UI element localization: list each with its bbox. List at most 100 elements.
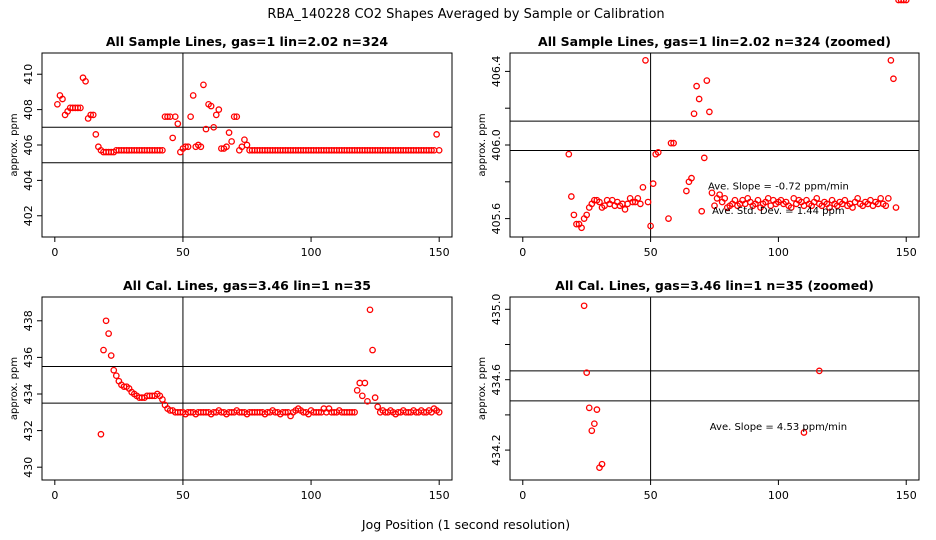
x-tick-label: 0 xyxy=(51,246,58,259)
x-tick-label: 50 xyxy=(176,489,190,502)
data-point xyxy=(716,191,723,199)
data-point xyxy=(565,150,573,158)
data-point xyxy=(210,123,218,131)
data-point xyxy=(665,215,672,222)
data-point xyxy=(100,346,107,354)
data-point xyxy=(667,139,675,147)
chart-panel-4: All Cal. Lines, gas=3.46 lin=1 n=35 (zoo… xyxy=(477,278,920,502)
y-tick-label: 434.6 xyxy=(490,364,503,396)
data-point xyxy=(580,302,588,310)
annotation-text: Ave. Slope = -0.72 ppm/min xyxy=(708,181,849,192)
y-tick-label: 410 xyxy=(22,64,35,85)
data-point xyxy=(693,82,700,90)
y-axis-label: approx. ppm xyxy=(477,357,488,420)
x-tick-label: 150 xyxy=(896,246,917,259)
x-tick-label: 0 xyxy=(519,246,526,259)
data-point xyxy=(243,141,251,149)
data-point xyxy=(683,187,690,195)
data-point xyxy=(184,143,192,151)
data-point xyxy=(826,204,833,211)
data-point xyxy=(74,104,82,112)
y-tick-label: 406.4 xyxy=(490,56,503,88)
y-tick-label: 406.0 xyxy=(490,129,503,161)
data-point xyxy=(435,146,443,154)
x-tick-label: 50 xyxy=(644,246,658,259)
data-point xyxy=(621,206,629,213)
y-tick-label: 438 xyxy=(22,310,35,331)
y-tick-label: 402 xyxy=(22,205,35,226)
figure-title: RBA_140228 CO2 Shapes Averaged by Sample… xyxy=(267,7,664,22)
data-point xyxy=(230,113,238,121)
x-tick-label: 100 xyxy=(301,489,322,502)
data-point xyxy=(731,196,739,204)
y-tick-label: 406 xyxy=(22,135,35,156)
data-point xyxy=(159,146,166,154)
data-point xyxy=(105,330,112,337)
data-point xyxy=(708,189,716,197)
data-point xyxy=(884,195,892,202)
data-point xyxy=(164,113,171,121)
data-point xyxy=(849,204,856,211)
data-point xyxy=(200,81,207,89)
y-tick-label: 432 xyxy=(22,420,35,441)
data-point xyxy=(596,198,603,206)
data-point xyxy=(54,100,61,108)
data-point xyxy=(703,77,711,84)
data-point xyxy=(353,386,361,394)
data-point xyxy=(642,57,649,64)
y-tick-label: 435.0 xyxy=(490,294,503,326)
data-point xyxy=(583,211,591,219)
data-point xyxy=(877,195,885,202)
data-point xyxy=(233,113,241,121)
data-point xyxy=(634,195,642,202)
data-point xyxy=(598,460,606,468)
x-tick-label: 100 xyxy=(768,246,789,259)
panel-title: All Sample Lines, gas=1 lin=2.02 n=324 xyxy=(106,34,389,49)
plot-frame xyxy=(41,296,453,481)
data-point xyxy=(215,106,223,113)
data-point xyxy=(902,0,910,4)
data-point xyxy=(87,111,95,119)
data-point xyxy=(573,220,580,228)
annotation-text: Ave. Std. Dev. = 1.44 ppm xyxy=(712,206,844,217)
data-point xyxy=(649,180,657,187)
panels: All Sample Lines, gas=1 lin=2.02 n=324 0 5… xyxy=(9,0,920,502)
data-point xyxy=(351,408,358,416)
data-point xyxy=(754,196,762,204)
data-point xyxy=(156,146,164,154)
data-point xyxy=(654,149,662,156)
y-tick-label: 434.2 xyxy=(490,434,503,466)
panel-title: All Cal. Lines, gas=3.46 lin=1 n=35 xyxy=(123,278,371,293)
data-point xyxy=(428,146,435,154)
data-point xyxy=(815,367,823,375)
chart-panel-3: All Cal. Lines, gas=3.46 lin=1 n=35 0 50 10… xyxy=(9,278,453,502)
data-point xyxy=(364,397,371,405)
x-tick-label: 100 xyxy=(301,246,322,259)
x-tick-label: 150 xyxy=(896,489,917,502)
data-point xyxy=(187,113,194,121)
plot-frame xyxy=(41,52,453,238)
y-axis-label: approx. ppm xyxy=(9,357,20,420)
data-point xyxy=(241,136,248,144)
y-tick-label: 404 xyxy=(22,170,35,191)
data-point xyxy=(637,200,644,208)
data-point xyxy=(567,193,575,200)
data-point xyxy=(813,195,821,202)
data-point xyxy=(900,0,908,4)
data-point xyxy=(695,95,703,103)
data-point xyxy=(174,120,182,128)
data-point xyxy=(433,131,440,138)
data-point xyxy=(110,366,118,374)
data-point xyxy=(647,222,654,230)
data-point xyxy=(700,154,708,162)
x-tick-label: 0 xyxy=(51,489,58,502)
data-point xyxy=(348,408,356,416)
data-point xyxy=(882,202,890,210)
data-point xyxy=(890,75,897,83)
data-point xyxy=(102,317,110,325)
data-point xyxy=(374,403,382,411)
data-point xyxy=(585,404,593,412)
y-tick-label: 434 xyxy=(22,383,35,404)
x-tick-label: 100 xyxy=(768,489,789,502)
